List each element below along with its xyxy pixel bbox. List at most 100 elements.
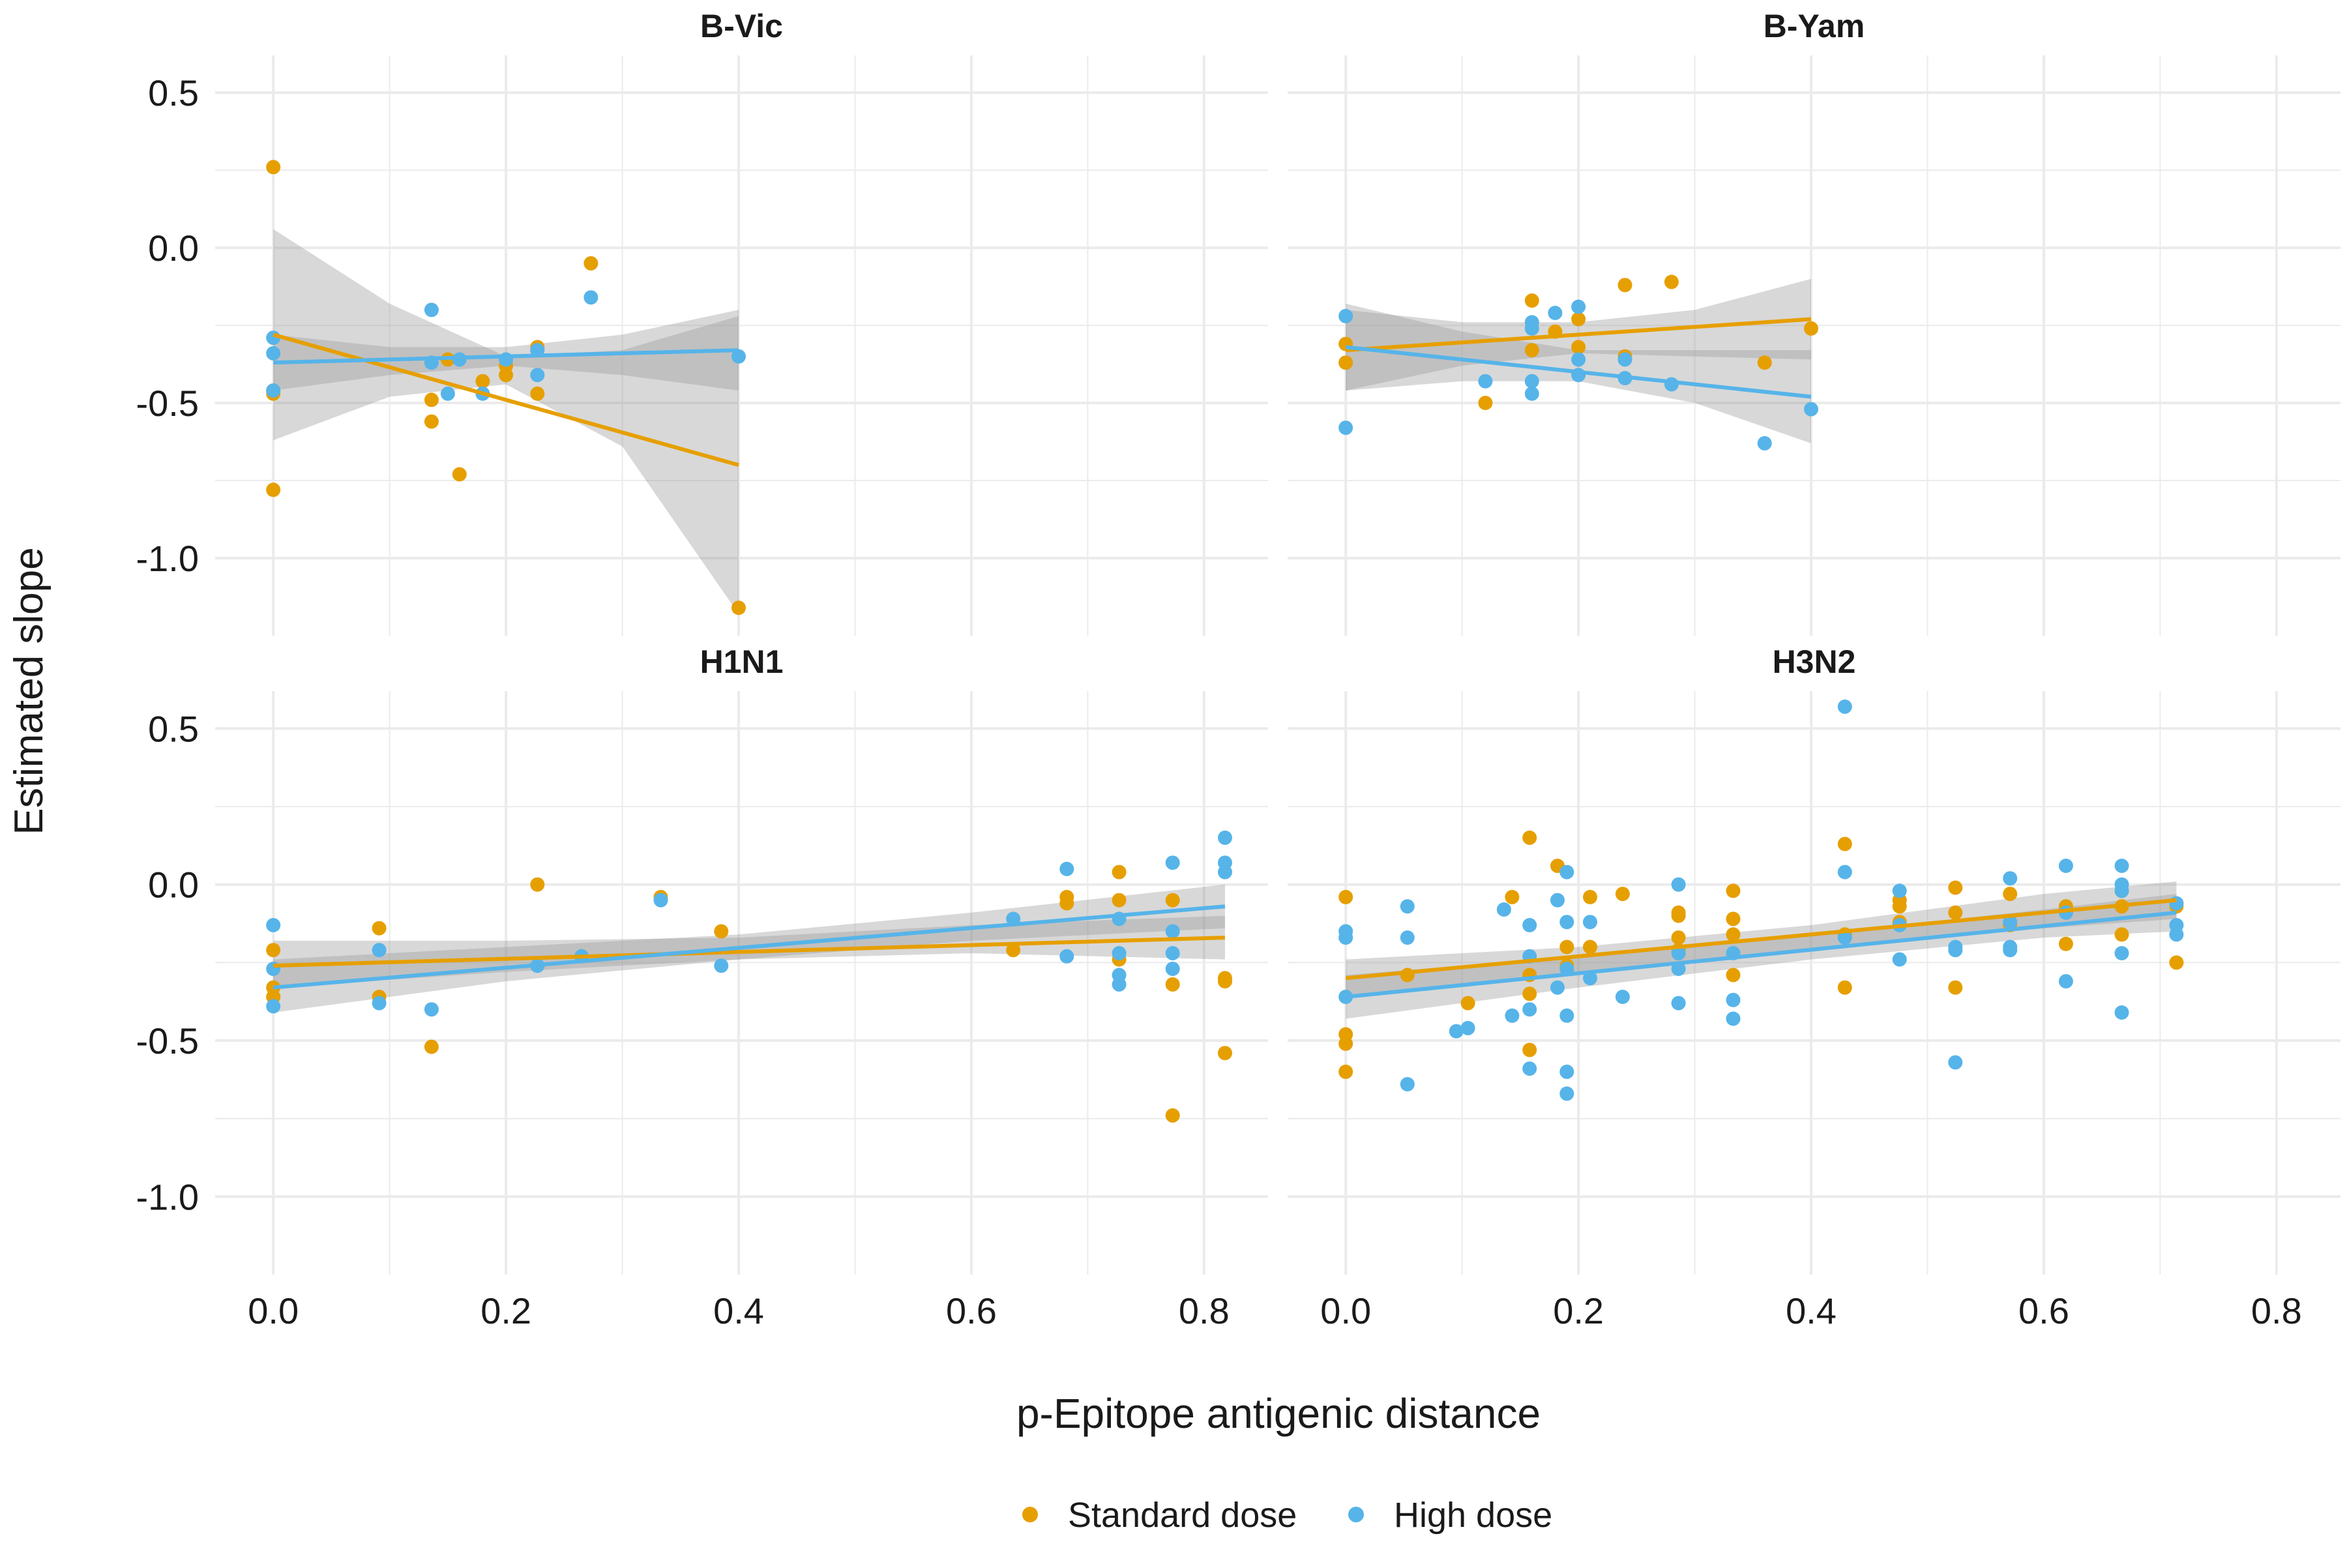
data-point: [1505, 1008, 1520, 1023]
legend-high-dose-marker: [1348, 1507, 1364, 1522]
data-point: [2003, 915, 2018, 930]
confidence-band-standard-dose-b-vic: [273, 229, 739, 614]
data-point: [1571, 352, 1586, 367]
data-point: [1583, 939, 1597, 954]
fit-line-standard-dose-h1n1: [273, 936, 1226, 968]
data-point: [372, 921, 387, 936]
legend-standard-dose-label: Standard dose: [1068, 1496, 1297, 1535]
data-point: [1400, 899, 1415, 914]
panel-title-h3n2: H3N2: [1773, 643, 1856, 680]
data-point: [1059, 896, 1074, 911]
data-point: [1165, 1108, 1180, 1123]
x-tick-label: 0.6: [2018, 1290, 2069, 1331]
panel-h3n2-major-grid: [1288, 691, 2340, 1275]
data-point: [1559, 1008, 1574, 1023]
x-tick-label: 0.2: [480, 1290, 531, 1331]
data-point: [2003, 943, 2018, 958]
data-point: [266, 999, 281, 1014]
y-tick-label: -0.5: [136, 383, 199, 424]
data-point: [1948, 880, 1963, 895]
data-point: [1548, 306, 1563, 320]
x-tick-label: 0.8: [2251, 1290, 2302, 1331]
y-tick-label: -1.0: [136, 538, 199, 579]
data-point: [1948, 905, 1963, 920]
data-point: [1524, 386, 1539, 401]
data-point: [2058, 974, 2073, 989]
data-point: [1338, 990, 1353, 1004]
data-point: [1478, 396, 1493, 410]
fit-line-high-dose-h3n2: [1345, 910, 2177, 999]
data-point: [1617, 352, 1632, 367]
data-point: [1112, 946, 1127, 960]
data-point: [1522, 830, 1537, 845]
legend-standard-dose-marker: [1022, 1507, 1038, 1522]
data-point: [1218, 1046, 1232, 1061]
fit-line-standard-dose-h3n2: [1345, 898, 2177, 981]
data-point: [1505, 889, 1520, 904]
x-axis-title: p-Epitope antigenic distance: [1016, 1390, 1541, 1437]
data-point: [266, 346, 281, 361]
data-point: [530, 368, 545, 383]
data-point: [424, 392, 439, 407]
data-point: [1338, 1064, 1353, 1079]
panel-h3n2-minor-grid: [1288, 691, 2340, 1275]
data-point: [1726, 992, 1741, 1007]
data-point: [1671, 930, 1686, 945]
data-point: [1165, 946, 1180, 960]
data-point: [1617, 278, 1632, 293]
data-point: [475, 374, 490, 389]
data-point: [266, 383, 281, 398]
data-point: [583, 256, 598, 271]
x-tick-label: 0.6: [946, 1290, 997, 1331]
x-tick-label: 0.4: [713, 1290, 764, 1331]
data-point: [2169, 927, 2184, 942]
data-point: [1550, 893, 1565, 908]
data-point: [1559, 865, 1574, 880]
data-point: [1478, 374, 1493, 389]
data-point: [1726, 927, 1741, 942]
panel-h1n1: H1N1 -1.0 -0.5 0.0 0.5 0.0 0.2 0.4 0.6 0.8: [136, 643, 1268, 1331]
data-point: [1112, 977, 1127, 992]
data-point: [1559, 1086, 1574, 1101]
data-point: [1338, 930, 1353, 945]
data-point: [1522, 918, 1537, 932]
data-point: [714, 958, 729, 973]
data-point: [1165, 924, 1180, 939]
points-standard-dose-b-vic: [266, 160, 746, 615]
panel-title-b-yam: B-Yam: [1764, 8, 1865, 44]
data-point: [1571, 299, 1586, 314]
data-point: [1006, 943, 1021, 958]
data-point: [1165, 855, 1180, 870]
data-point: [1948, 1055, 1963, 1070]
legend-high-dose-label: High dose: [1394, 1496, 1552, 1535]
points-standard-dose-b-yam: [1338, 274, 1818, 410]
y-tick-label: 0.0: [148, 865, 199, 906]
data-point: [2169, 896, 2184, 911]
x-tick-label: 0.2: [1553, 1290, 1604, 1331]
data-point: [440, 386, 455, 401]
data-point: [1524, 343, 1539, 358]
panels: B-Vic -1.0 -0.5 0.0 0.5 B-Yam H1N1 -1.0 -0.5 0.0 0…: [136, 8, 2340, 1331]
data-point: [1400, 930, 1415, 945]
data-point: [1571, 312, 1586, 327]
data-point: [1524, 374, 1539, 389]
data-point: [2114, 883, 2129, 898]
data-point: [1522, 1002, 1537, 1017]
data-point: [1522, 1043, 1537, 1058]
data-point: [1400, 1077, 1415, 1091]
data-point: [1338, 308, 1353, 323]
data-point: [530, 386, 545, 401]
data-point: [1583, 915, 1597, 930]
data-point: [1837, 980, 1852, 995]
data-point: [1165, 962, 1180, 976]
data-point: [2169, 955, 2184, 970]
data-point: [1892, 952, 1907, 967]
data-point: [1496, 902, 1511, 917]
points-high-dose-h3n2: [1338, 699, 2184, 1101]
data-point: [1218, 865, 1232, 880]
data-point: [1449, 1024, 1464, 1039]
data-point: [1165, 893, 1180, 908]
data-point: [1550, 980, 1565, 995]
y-tick-label: 0.5: [148, 708, 199, 749]
